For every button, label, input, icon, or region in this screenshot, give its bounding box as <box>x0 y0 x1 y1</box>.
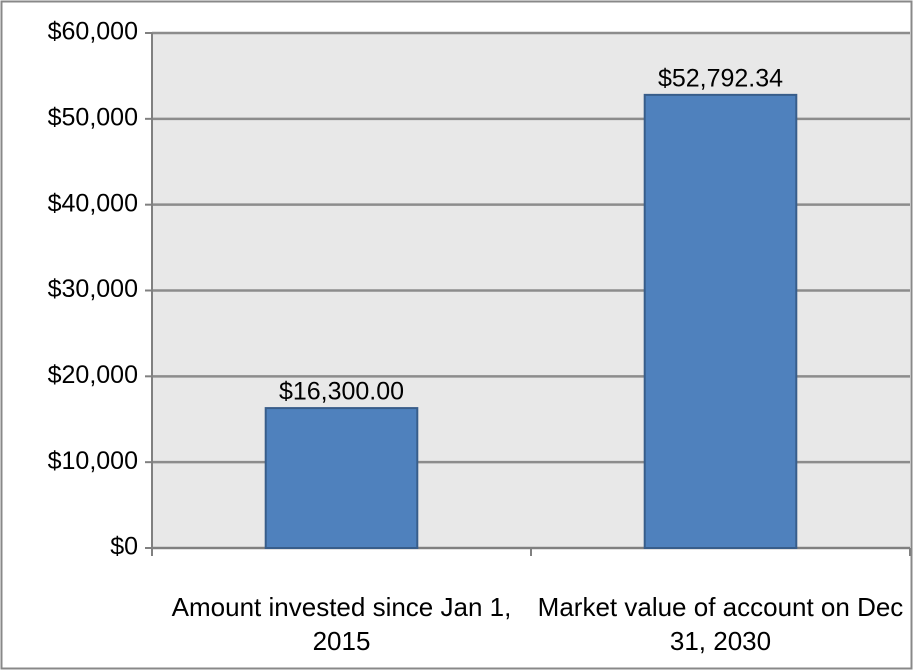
x-tick-label: Amount invested since Jan 1, 2015 <box>171 592 512 656</box>
x-tick-label: Market value of account on Dec 31, 2030 <box>537 592 904 656</box>
y-tick-label: $10,000 <box>48 447 138 475</box>
data-label: $52,792.34 <box>658 64 783 92</box>
bar <box>643 93 798 549</box>
y-tick-label: $40,000 <box>48 189 138 217</box>
y-tick-label: $30,000 <box>48 275 138 303</box>
y-tick-label: $20,000 <box>48 361 138 389</box>
y-tick-label: $60,000 <box>48 18 138 46</box>
y-tick-label: $50,000 <box>48 103 138 131</box>
bar <box>264 407 419 550</box>
y-tick-label: $0 <box>110 533 138 561</box>
data-label: $16,300.00 <box>279 378 404 406</box>
